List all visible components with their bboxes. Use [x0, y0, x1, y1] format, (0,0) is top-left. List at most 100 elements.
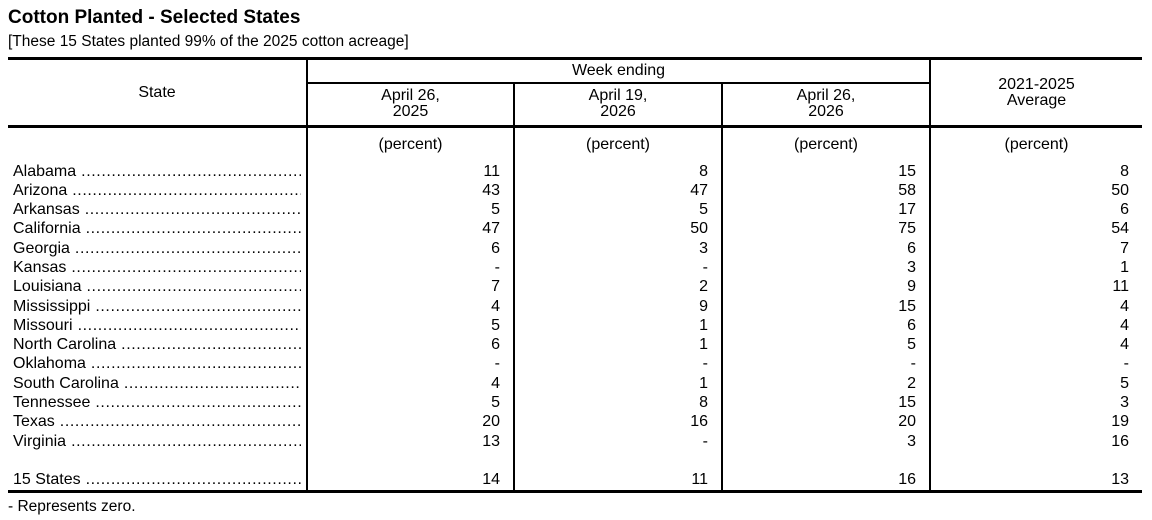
state-cell: Kansas .................................…: [8, 257, 308, 278]
value-cell-week1: 4: [307, 373, 515, 394]
table-row: Arkansas ...............................…: [8, 200, 1142, 220]
state-cell: South Carolina .........................…: [8, 373, 308, 394]
value-cell-average: 54: [1111, 220, 1129, 238]
value-cell-week2: 8: [514, 393, 723, 413]
state-name: Mississippi: [13, 297, 91, 315]
dot-leader: ........................................…: [86, 278, 302, 296]
value-cell-week1: [307, 450, 515, 471]
value-cell-week2: 47: [514, 180, 723, 201]
table-row: Texas ..................................…: [8, 412, 1142, 432]
average-column-header: 2021-2025 Average: [930, 58, 1142, 128]
date-col-header-1: April 26, 2025: [307, 82, 515, 128]
value-cell-week1: 13: [307, 431, 515, 451]
week-ending-header: Week ending: [307, 58, 931, 84]
value-cell-average: 19: [1111, 413, 1129, 431]
dot-leader: ........................................…: [74, 239, 301, 257]
value-cell-week3: 75: [722, 219, 931, 239]
state-cell: Missouri ...............................…: [8, 315, 308, 336]
value-cell-week2: 50: [514, 219, 723, 239]
state-cell: Louisiana ..............................…: [8, 277, 308, 297]
value-cell-average: -: [1123, 355, 1129, 373]
dot-leader: ........................................…: [84, 201, 301, 219]
value-cell-week1: 4: [307, 296, 515, 316]
value-cell-week3: 6: [722, 238, 931, 258]
unit-cell-3: (percent): [722, 126, 931, 162]
value-cell-week3: 2: [722, 373, 931, 394]
value-cell-average: 1: [1120, 258, 1129, 276]
value-cell-average: 16: [1111, 432, 1129, 450]
value-cell-week3: 16: [722, 470, 931, 492]
value-cell-week2: 2: [514, 277, 723, 297]
dot-leader: ........................................…: [59, 413, 301, 431]
value-cell-average: 4: [1120, 297, 1129, 315]
average-header-line2: Average: [1006, 91, 1067, 109]
state-name: 15 States: [13, 471, 81, 489]
value-cell-week3: 58: [722, 180, 931, 201]
value-cell-week3: 15: [722, 393, 931, 413]
value-cell-week2: [514, 450, 723, 471]
value-cell-week2: 1: [514, 335, 723, 355]
value-cell-week1: 5: [307, 200, 515, 220]
value-cell-week2: 5: [514, 200, 723, 220]
value-cell-week2: -: [514, 431, 723, 451]
state-cell: Texas ..................................…: [8, 412, 308, 432]
unit-cell-4: (percent): [1004, 135, 1069, 153]
value-cell-week1: 20: [307, 412, 515, 432]
unit-cell-2: (percent): [514, 126, 723, 162]
value-cell-week3: 5: [722, 335, 931, 355]
value-cell-week2: -: [514, 257, 723, 278]
state-cell: Mississippi ............................…: [8, 296, 308, 316]
table-row: Georgia ................................…: [8, 238, 1142, 258]
dot-leader: ........................................…: [85, 471, 301, 489]
dot-leader: ........................................…: [77, 316, 301, 334]
value-cell-week1: 14: [307, 470, 515, 492]
value-cell-average: 50: [1111, 181, 1129, 199]
value-cell-week1: 47: [307, 219, 515, 239]
dot-leader: ........................................…: [121, 336, 301, 354]
table-row: Alabama ................................…: [8, 161, 1142, 181]
value-cell-week1: 6: [307, 238, 515, 258]
value-cell-week2: 1: [514, 315, 723, 336]
value-cell-week2: -: [514, 354, 723, 374]
value-cell-week2: 16: [514, 412, 723, 432]
state-name: North Carolina: [13, 336, 117, 354]
value-cell-week3: 3: [722, 257, 931, 278]
dot-leader: ........................................…: [90, 355, 301, 373]
value-cell-week2: 11: [514, 470, 723, 492]
state-column-header: State: [8, 58, 308, 128]
state-cell: Arizona ................................…: [8, 180, 308, 201]
value-cell-average: 4: [1120, 336, 1129, 354]
value-cell-week2: 9: [514, 296, 723, 316]
state-name: Oklahoma: [13, 355, 86, 373]
dot-leader: ........................................…: [85, 220, 301, 238]
table-row: Kansas .................................…: [8, 257, 1142, 278]
unit-cell-1: (percent): [307, 126, 515, 162]
table-row: Louisiana ..............................…: [8, 277, 1142, 297]
value-cell-week2: 8: [514, 161, 723, 181]
value-cell-average: 13: [1111, 471, 1129, 489]
page-title: Cotton Planted - Selected States: [8, 7, 301, 28]
value-cell-week2: 1: [514, 373, 723, 394]
table-row: Mississippi ............................…: [8, 296, 1142, 316]
value-cell-average: 6: [1120, 201, 1129, 219]
state-name: Georgia: [13, 239, 70, 257]
state-name: Arizona: [13, 181, 68, 199]
dot-leader: ........................................…: [71, 258, 301, 276]
value-cell-average: 5: [1120, 374, 1129, 392]
value-cell-average: 4: [1120, 316, 1129, 334]
unit-row-empty-cell: [8, 126, 308, 162]
state-name: South Carolina: [13, 374, 119, 392]
average-header-line1: 2021-2025: [998, 75, 1075, 93]
state-name: Arkansas: [13, 201, 80, 219]
value-cell-average: [930, 451, 1142, 470]
value-cell-week1: 6: [307, 335, 515, 355]
value-cell-average: 3: [1120, 394, 1129, 412]
value-cell-week1: -: [307, 354, 515, 374]
state-name: Texas: [13, 413, 55, 431]
table-row: Oklahoma ...............................…: [8, 354, 1142, 374]
state-cell: Georgia ................................…: [8, 238, 308, 258]
value-cell-week1: 7: [307, 277, 515, 297]
value-cell-week1: 5: [307, 393, 515, 413]
state-cell: Oklahoma ...............................…: [8, 354, 308, 374]
